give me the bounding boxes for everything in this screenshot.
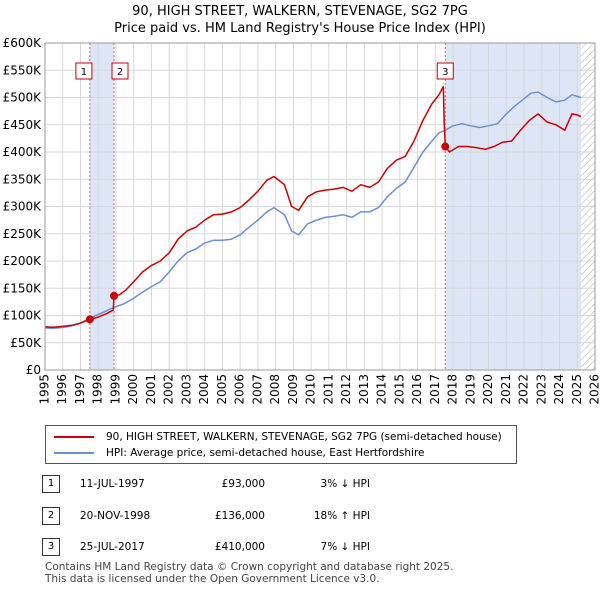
- transaction-number: 3: [42, 538, 60, 556]
- transaction-price: £136,000: [214, 510, 265, 522]
- legend-label-hpi: HPI: Average price, semi-detached house,…: [106, 447, 425, 459]
- y-tick-label: £350K: [3, 172, 43, 186]
- legend: 90, HIGH STREET, WALKERN, STEVENAGE, SG2…: [45, 425, 517, 464]
- x-tick-label: 2007: [250, 374, 264, 405]
- sale-label: 1: [81, 67, 87, 78]
- legend-swatch-hpi: [54, 452, 94, 454]
- sale-label: 2: [117, 67, 123, 78]
- x-tick-label: 1998: [91, 374, 105, 405]
- x-tick-label: 1997: [73, 374, 87, 405]
- x-tick-label: 2020: [481, 374, 495, 405]
- x-tick-label: 2005: [215, 374, 229, 405]
- y-tick-label: £550K: [3, 63, 43, 77]
- x-tick-label: 2026: [588, 374, 600, 405]
- y-tick-label: £300K: [3, 200, 43, 214]
- x-tick-label: 2000: [126, 374, 140, 405]
- y-tick-label: £600K: [3, 36, 43, 50]
- plot-frame: [44, 42, 596, 371]
- x-tick-label: 1995: [38, 374, 52, 405]
- x-tick-label: 1999: [108, 374, 122, 405]
- sale-label: 3: [442, 67, 448, 78]
- legend-item-property: 90, HIGH STREET, WALKERN, STEVENAGE, SG2…: [54, 429, 502, 445]
- x-tick-label: 2025: [570, 374, 584, 405]
- x-tick-label: 2015: [392, 374, 406, 405]
- transaction-date: 11-JUL-1997: [80, 478, 145, 490]
- transaction-hpi-delta: 7% ↓ HPI: [320, 541, 370, 553]
- transaction-number: 1: [42, 475, 60, 493]
- sale-label-box: [111, 62, 129, 80]
- sale-label-box: [75, 62, 93, 80]
- y-tick-label: £450K: [3, 118, 43, 132]
- x-tick-label: 2024: [552, 374, 566, 405]
- x-tick-label: 2021: [499, 374, 513, 405]
- sale-marker: [441, 142, 450, 151]
- transaction-date: 20-NOV-1998: [80, 510, 151, 522]
- transaction-hpi-delta: 3% ↓ HPI: [320, 478, 370, 490]
- transaction-row: 1 11-JUL-1997 £93,000 3% ↓ HPI: [0, 475, 600, 495]
- x-tick-label: 2023: [534, 374, 548, 405]
- x-tick-label: 2017: [428, 374, 442, 405]
- y-tick-label: £400K: [3, 145, 43, 159]
- y-tick-label: £100K: [3, 309, 43, 323]
- transaction-price: £93,000: [221, 478, 265, 490]
- series-line-property: [44, 85, 582, 328]
- y-tick-label: £0: [26, 363, 41, 377]
- transaction-row: 2 20-NOV-1998 £136,000 18% ↑ HPI: [0, 507, 600, 527]
- sale-label-box: [436, 62, 454, 80]
- x-tick-label: 2010: [304, 374, 318, 405]
- x-tick-label: 2014: [375, 374, 389, 405]
- sale-marker: [110, 291, 119, 300]
- x-tick-label: 2008: [268, 374, 282, 405]
- y-tick-label: £250K: [3, 227, 43, 241]
- transaction-price: £410,000: [214, 541, 265, 553]
- x-tick-label: 2003: [179, 374, 193, 405]
- legend-swatch-property: [54, 436, 94, 438]
- x-tick-label: 2004: [197, 374, 211, 405]
- x-tick-label: 2002: [162, 374, 176, 405]
- x-tick-label: 2019: [463, 374, 477, 405]
- x-tick-label: 2018: [446, 374, 460, 405]
- x-tick-label: 2011: [321, 374, 335, 405]
- x-tick-label: 2009: [286, 374, 300, 405]
- sale-marker: [85, 315, 94, 324]
- x-tick-label: 2022: [517, 374, 531, 405]
- x-tick-label: 1996: [55, 374, 69, 405]
- transaction-date: 25-JUL-2017: [80, 541, 145, 553]
- x-tick-label: 2006: [233, 374, 247, 405]
- price-chart: 1 2 3 £0 £50K £100K £150K £200K £250K £300K £350K…: [3, 36, 600, 405]
- series-line-hpi: [44, 91, 582, 330]
- x-tick-label: 2001: [144, 374, 158, 405]
- chart-title-line2: Price paid vs. HM Land Registry's House …: [114, 21, 486, 36]
- x-tick-label: 2013: [357, 374, 371, 405]
- x-tick-label: 2016: [410, 374, 424, 405]
- transaction-number: 2: [42, 507, 60, 525]
- chart-title-line1: 90, HIGH STREET, WALKERN, STEVENAGE, SG2…: [132, 4, 468, 19]
- y-tick-label: £200K: [3, 254, 43, 268]
- y-tick-label: £500K: [3, 91, 43, 105]
- transaction-hpi-delta: 18% ↑ HPI: [313, 510, 370, 522]
- y-tick-label: £50K: [10, 336, 42, 350]
- footer-copyright: Contains HM Land Registry data © Crown c…: [45, 561, 454, 573]
- legend-item-hpi: HPI: Average price, semi-detached house,…: [54, 445, 425, 461]
- x-tick-label: 2012: [339, 374, 353, 405]
- legend-label-property: 90, HIGH STREET, WALKERN, STEVENAGE, SG2…: [106, 431, 502, 443]
- footer-license: This data is licensed under the Open Gov…: [45, 573, 380, 585]
- y-tick-label: £150K: [3, 281, 43, 295]
- transaction-row: 3 25-JUL-2017 £410,000 7% ↓ HPI: [0, 538, 600, 558]
